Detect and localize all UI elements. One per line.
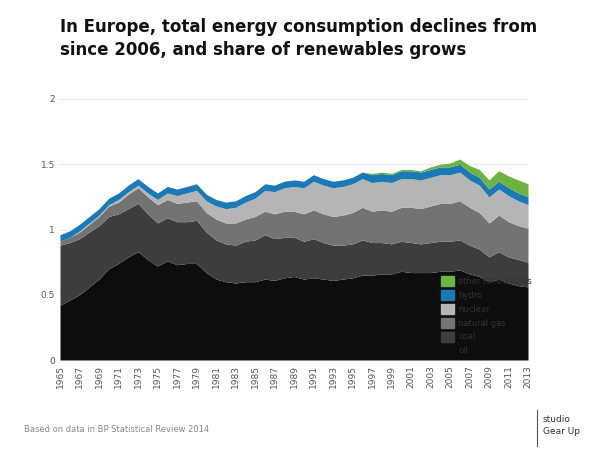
Text: oil: oil (458, 346, 468, 356)
Text: hydro: hydro (458, 291, 482, 300)
Text: natural gas: natural gas (458, 319, 506, 328)
Text: nuclear: nuclear (458, 305, 490, 314)
Bar (441, 332, 454, 342)
Bar (441, 346, 454, 356)
Bar (441, 290, 454, 300)
Text: coal: coal (458, 333, 476, 342)
Text: other renewables: other renewables (458, 277, 532, 286)
Text: Based on data in BP Statistical Review 2014: Based on data in BP Statistical Review 2… (24, 425, 209, 434)
Text: studio
Gear Up: studio Gear Up (543, 415, 580, 436)
Bar (441, 304, 454, 314)
Bar (441, 318, 454, 328)
Bar (441, 276, 454, 287)
Text: In Europe, total energy consumption declines from
since 2006, and share of renew: In Europe, total energy consumption decl… (60, 18, 537, 59)
